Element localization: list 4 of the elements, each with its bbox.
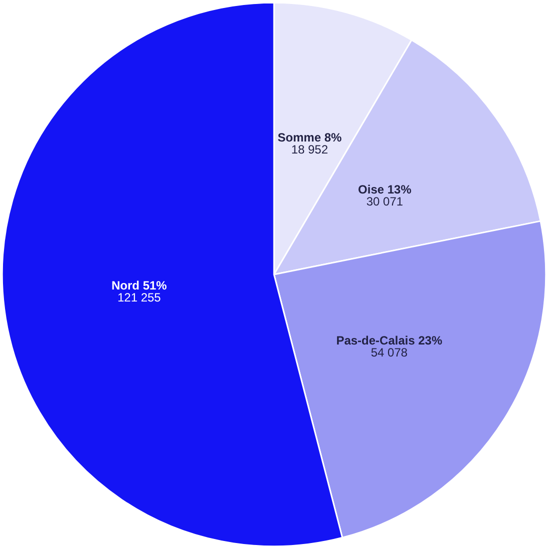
slice-label: Pas-de-Calais 23% 54 078 [336, 334, 443, 360]
slice-label: Nord 51% 121 255 [111, 278, 168, 305]
slice-label: Oise 13% 30 071 [358, 182, 412, 209]
slice-label: Somme 8% 18 952 [278, 130, 342, 156]
